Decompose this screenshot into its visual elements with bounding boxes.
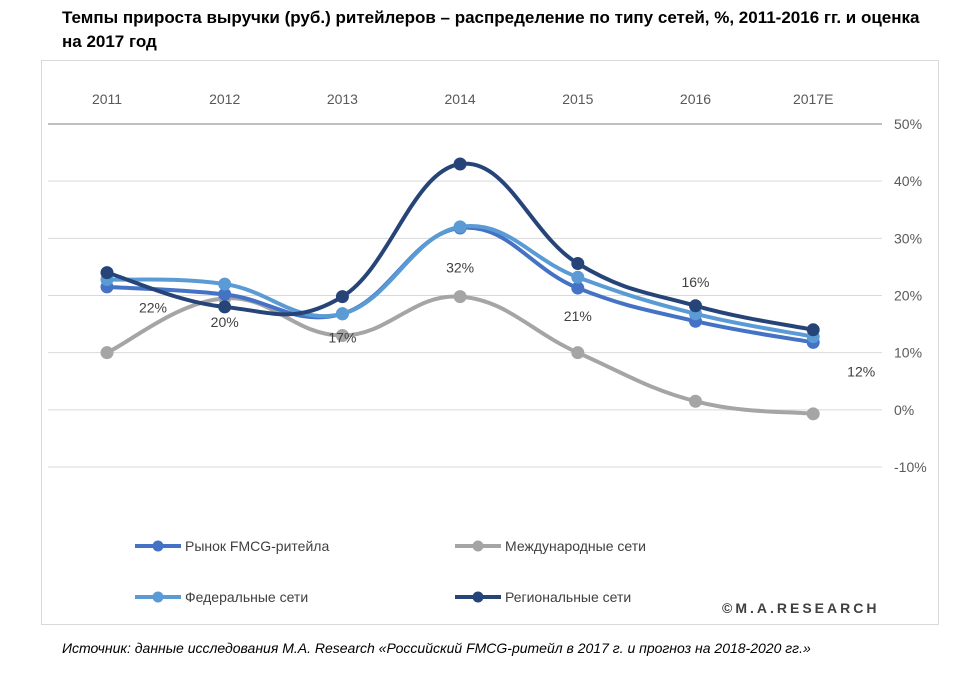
data-label: 21% xyxy=(564,308,592,324)
y-tick-label: 40% xyxy=(894,173,922,189)
data-point xyxy=(453,290,467,304)
data-label: 20% xyxy=(211,314,239,330)
data-label: 32% xyxy=(446,260,474,276)
x-tick-label: 2011 xyxy=(92,91,122,107)
data-point xyxy=(806,407,820,421)
data-label: 17% xyxy=(328,329,356,345)
y-tick-label: 50% xyxy=(894,116,922,132)
data-point xyxy=(571,346,585,360)
data-point xyxy=(689,394,702,408)
x-tick-label: 2014 xyxy=(445,91,476,107)
x-tick-label: 2017E xyxy=(793,91,833,107)
data-point xyxy=(218,300,232,314)
y-tick-label: 30% xyxy=(894,230,922,246)
legend-marker xyxy=(152,591,164,603)
data-point xyxy=(453,220,467,234)
data-point xyxy=(100,346,114,360)
data-point xyxy=(218,277,232,291)
chart-title: Темпы прироста выручки (руб.) ритейлеров… xyxy=(62,8,920,51)
line-chart: 50% 40% 30% 20% 10% 0% -10% 2011 2012 2013 2014 201… xyxy=(48,91,927,616)
data-point xyxy=(689,299,702,313)
data-point xyxy=(453,157,467,171)
data-point xyxy=(100,266,114,280)
x-tick-label: 2015 xyxy=(562,91,593,107)
data-point xyxy=(335,290,349,304)
data-label: 16% xyxy=(681,274,709,290)
chart-area: 50% 40% 30% 20% 10% 0% -10% 2011 2012 2013 2014 201… xyxy=(41,60,939,625)
legend-label: Региональные сети xyxy=(505,589,631,605)
x-tick-label: 2016 xyxy=(680,91,711,107)
data-point xyxy=(335,329,349,343)
data-point xyxy=(806,323,820,337)
data-label: 12% xyxy=(847,364,875,380)
y-tick-label: 0% xyxy=(894,402,914,418)
legend-label: Федеральные сети xyxy=(185,589,308,605)
legend-marker xyxy=(472,591,484,603)
legend-marker xyxy=(152,540,164,552)
data-point xyxy=(571,270,585,284)
data-point xyxy=(571,256,585,270)
legend-marker xyxy=(472,540,484,552)
x-tick-label: 2012 xyxy=(209,91,240,107)
watermark: ©M.A.RESEARCH xyxy=(722,600,879,616)
x-tick-label: 2013 xyxy=(327,91,358,107)
data-point xyxy=(571,281,585,295)
y-tick-label: -10% xyxy=(894,459,927,475)
data-label: 22% xyxy=(139,300,167,316)
series-line xyxy=(105,161,816,332)
source-note: Источник: данные исследования M.A. Resea… xyxy=(62,640,811,656)
y-tick-label: 20% xyxy=(894,288,922,304)
data-point xyxy=(335,307,349,321)
legend-label: Международные сети xyxy=(505,538,646,554)
y-tick-label: 10% xyxy=(894,345,922,361)
legend-label: Рынок FMCG-ритейла xyxy=(185,538,329,554)
